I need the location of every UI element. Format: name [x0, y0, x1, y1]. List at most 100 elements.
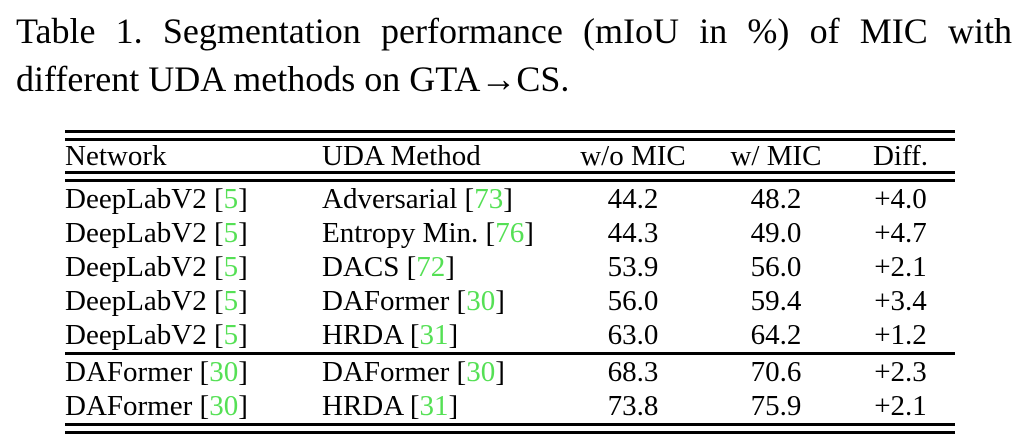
caption-line-2: different UDA methods on GTA→CS. [16, 59, 570, 99]
citation-bracket-close: ] [495, 356, 505, 388]
citation-link[interactable]: 30 [209, 390, 239, 422]
method-citation: [30] [457, 356, 505, 388]
bottom-double-rule [65, 423, 955, 434]
citation-bracket-open: [ [464, 183, 475, 215]
network-cell: DeepLabV2 [5] [65, 318, 322, 352]
method-citation: [72] [407, 251, 455, 283]
column-header-diff: Diff. [872, 141, 929, 171]
network-citation: [5] [214, 217, 248, 249]
wo-mic-value: 56.0 [607, 285, 659, 317]
citation-bracket-close: ] [448, 319, 459, 351]
citation-bracket-close: ] [238, 390, 248, 422]
network-citation: [5] [214, 183, 248, 215]
section-divider-rule [65, 352, 955, 355]
citation-link[interactable]: 5 [223, 217, 239, 249]
network-cell: DeepLabV2 [5] [65, 216, 322, 250]
citation-link[interactable]: 31 [419, 319, 449, 351]
diff-value: +4.7 [874, 217, 927, 249]
diff-value: +3.4 [874, 285, 927, 317]
method-name: HRDA [322, 390, 403, 422]
citation-link[interactable]: 73 [474, 183, 504, 215]
citation-bracket-open: [ [409, 390, 420, 422]
network-citation: [5] [214, 285, 248, 317]
w-mic-value: 75.9 [750, 390, 802, 422]
citation-bracket-close: ] [524, 217, 534, 249]
column-header-wo-mic: w/o MIC [580, 141, 686, 171]
network-cell: DeepLabV2 [5] [65, 250, 322, 284]
table-row: DeepLabV2 [5] DACS [72] 53.9 56.0 +2.1 [65, 250, 955, 284]
method-citation: [31] [410, 390, 458, 422]
wo-mic-value: 44.3 [607, 217, 659, 249]
column-header-w-mic: w/ MIC [730, 141, 822, 171]
table-caption: Table 1. Segmentation performance (mIoU … [16, 7, 1012, 103]
citation-link[interactable]: 31 [419, 390, 449, 422]
citation-link[interactable]: 72 [416, 251, 446, 283]
citation-link[interactable]: 5 [223, 251, 239, 283]
diff-value: +1.2 [874, 319, 927, 351]
method-citation: [76] [486, 217, 534, 249]
method-name: Adversarial [322, 183, 458, 215]
method-cell: DAFormer [30] [322, 284, 560, 318]
method-cell: DAFormer [30] [322, 355, 560, 389]
citation-bracket-close: ] [238, 217, 248, 249]
caption-line-1: Table 1. Segmentation performance (mIoU … [16, 11, 1012, 51]
w-mic-value: 59.4 [750, 285, 802, 317]
citation-bracket-close: ] [495, 285, 505, 317]
network-name: DeepLabV2 [65, 251, 207, 283]
citation-bracket-open: [ [485, 217, 496, 249]
method-cell: Adversarial [73] [322, 182, 560, 216]
diff-value: +2.3 [874, 356, 927, 388]
citation-bracket-open: [ [213, 285, 224, 317]
method-cell: Entropy Min. [76] [322, 216, 560, 250]
results-table: Network UDA Method w/o MIC w/ MIC Diff. … [65, 130, 955, 434]
network-citation: [5] [214, 251, 248, 283]
citation-link[interactable]: 5 [223, 319, 239, 351]
citation-link[interactable]: 30 [466, 285, 496, 317]
network-citation: [30] [200, 356, 248, 388]
table-row: DeepLabV2 [5] HRDA [31] 63.0 64.2 +1.2 [65, 318, 955, 352]
citation-bracket-open: [ [213, 319, 224, 351]
table-row: DeepLabV2 [5] Adversarial [73] 44.2 48.2… [65, 182, 955, 216]
citation-link[interactable]: 5 [223, 285, 239, 317]
citation-bracket-close: ] [445, 251, 455, 283]
method-name: DAFormer [322, 356, 450, 388]
citation-bracket-open: [ [199, 390, 210, 422]
citation-link[interactable]: 30 [209, 356, 239, 388]
w-mic-value: 64.2 [750, 319, 802, 351]
bottom-rule-row [65, 423, 955, 434]
method-name: DAFormer [322, 285, 450, 317]
network-cell: DAFormer [30] [65, 389, 322, 423]
top-double-rule [65, 130, 955, 141]
network-citation: [5] [214, 319, 248, 351]
w-mic-value: 70.6 [750, 356, 802, 388]
top-rule-row [65, 130, 955, 141]
citation-bracket-close: ] [238, 251, 248, 283]
column-header-uda-method: UDA Method [322, 141, 481, 171]
column-header-network: Network [65, 141, 167, 171]
network-name: DeepLabV2 [65, 183, 207, 215]
citation-bracket-close: ] [238, 183, 248, 215]
citation-bracket-open: [ [406, 251, 417, 283]
network-cell: DeepLabV2 [5] [65, 182, 322, 216]
header-double-rule [65, 171, 955, 182]
method-name: HRDA [322, 319, 403, 351]
citation-bracket-close: ] [448, 390, 459, 422]
network-name: DeepLabV2 [65, 285, 207, 317]
diff-value: +2.1 [874, 390, 927, 422]
citation-bracket-open: [ [456, 285, 467, 317]
citation-link[interactable]: 30 [466, 356, 496, 388]
header-rule-row [65, 171, 955, 182]
network-citation: [30] [200, 390, 248, 422]
w-mic-value: 49.0 [750, 217, 802, 249]
citation-bracket-close: ] [238, 356, 248, 388]
network-name: DAFormer [65, 356, 193, 388]
network-name: DAFormer [65, 390, 193, 422]
method-citation: [73] [465, 183, 513, 215]
method-cell: HRDA [31] [322, 389, 560, 423]
wo-mic-value: 44.2 [607, 183, 659, 215]
citation-bracket-open: [ [213, 217, 224, 249]
citation-link[interactable]: 76 [495, 217, 525, 249]
citation-link[interactable]: 5 [223, 183, 239, 215]
citation-bracket-open: [ [213, 251, 224, 283]
method-citation: [31] [410, 319, 458, 351]
